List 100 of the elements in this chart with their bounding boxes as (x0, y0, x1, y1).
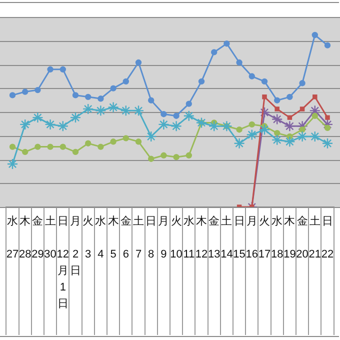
point (324, 42, 331, 48)
point (300, 106, 305, 112)
point (122, 135, 129, 142)
category-label: 日 12月1日 (56, 215, 70, 310)
category-label: 水 11 (183, 215, 195, 260)
point (20, 118, 31, 130)
point (246, 129, 258, 140)
point (85, 94, 92, 100)
point (132, 105, 144, 116)
category-label: 土 7 (133, 215, 144, 260)
point (272, 134, 283, 146)
point (148, 97, 154, 104)
point (299, 126, 306, 133)
point (312, 94, 318, 100)
point (47, 66, 54, 72)
category-label: 水 18 (270, 215, 284, 260)
point (258, 124, 270, 136)
point (108, 102, 119, 113)
point (236, 59, 242, 66)
category-label: 日 22 (321, 215, 334, 260)
point (160, 152, 167, 158)
category-label: 月 16 (246, 215, 258, 260)
point (6, 158, 18, 170)
point (120, 105, 132, 116)
category-label: 火 3 (82, 215, 94, 260)
point (198, 78, 205, 85)
category-label: 土 30 (44, 215, 56, 260)
point (274, 97, 280, 104)
category-label: 金 6 (120, 215, 132, 260)
point (234, 138, 245, 149)
point (299, 80, 306, 86)
point (274, 130, 280, 136)
category-label: 木 5 (108, 215, 119, 260)
point (95, 105, 106, 116)
point (309, 130, 320, 142)
point (72, 92, 79, 98)
category-label: 日 8 (146, 215, 157, 260)
point (322, 138, 334, 149)
point (221, 120, 232, 132)
point (325, 115, 330, 120)
point (324, 124, 331, 131)
point (236, 126, 242, 133)
point (196, 117, 208, 128)
category-label: 土 21 (308, 215, 322, 260)
category-label: 月 2日 (70, 215, 81, 277)
point (85, 140, 92, 146)
point (9, 92, 16, 98)
category-label: 日 15 (233, 215, 246, 260)
point (224, 40, 230, 47)
point (60, 66, 66, 72)
point (284, 120, 296, 132)
point (186, 100, 192, 107)
point (211, 49, 218, 56)
point (98, 144, 104, 150)
point (312, 32, 318, 38)
category-label: 月 9 (158, 215, 170, 260)
point (170, 120, 182, 132)
category-label: 土 14 (220, 215, 233, 260)
category-label: 水 4 (95, 215, 106, 260)
point (60, 144, 66, 150)
point (160, 111, 167, 118)
point (22, 148, 28, 156)
category-label: 木 28 (18, 215, 32, 260)
point (296, 130, 308, 142)
point (146, 130, 157, 142)
point (287, 115, 292, 120)
point (274, 106, 280, 112)
category-label: 火 17 (258, 215, 271, 260)
point (286, 94, 293, 100)
point (248, 73, 255, 80)
point (34, 86, 41, 94)
point (70, 112, 82, 124)
point (186, 152, 192, 158)
point (183, 110, 194, 122)
point (122, 78, 129, 85)
point (32, 112, 44, 124)
point (208, 120, 220, 132)
point (272, 114, 283, 125)
point (135, 59, 142, 66)
point (82, 103, 94, 115)
point (9, 144, 16, 150)
point (47, 144, 54, 150)
point (98, 96, 104, 102)
point (110, 85, 116, 92)
point (22, 88, 28, 95)
point (110, 138, 116, 145)
point (72, 148, 79, 156)
point (284, 136, 296, 148)
category-label: 火 10 (170, 215, 182, 260)
point (258, 106, 270, 118)
point (158, 118, 170, 130)
point (261, 78, 268, 85)
category-label: 金 13 (208, 215, 220, 260)
point (173, 112, 180, 119)
point (135, 138, 142, 145)
point (262, 94, 267, 100)
category-label: 金 29 (32, 215, 44, 260)
point (148, 156, 154, 162)
point (57, 120, 68, 132)
point (44, 118, 56, 130)
